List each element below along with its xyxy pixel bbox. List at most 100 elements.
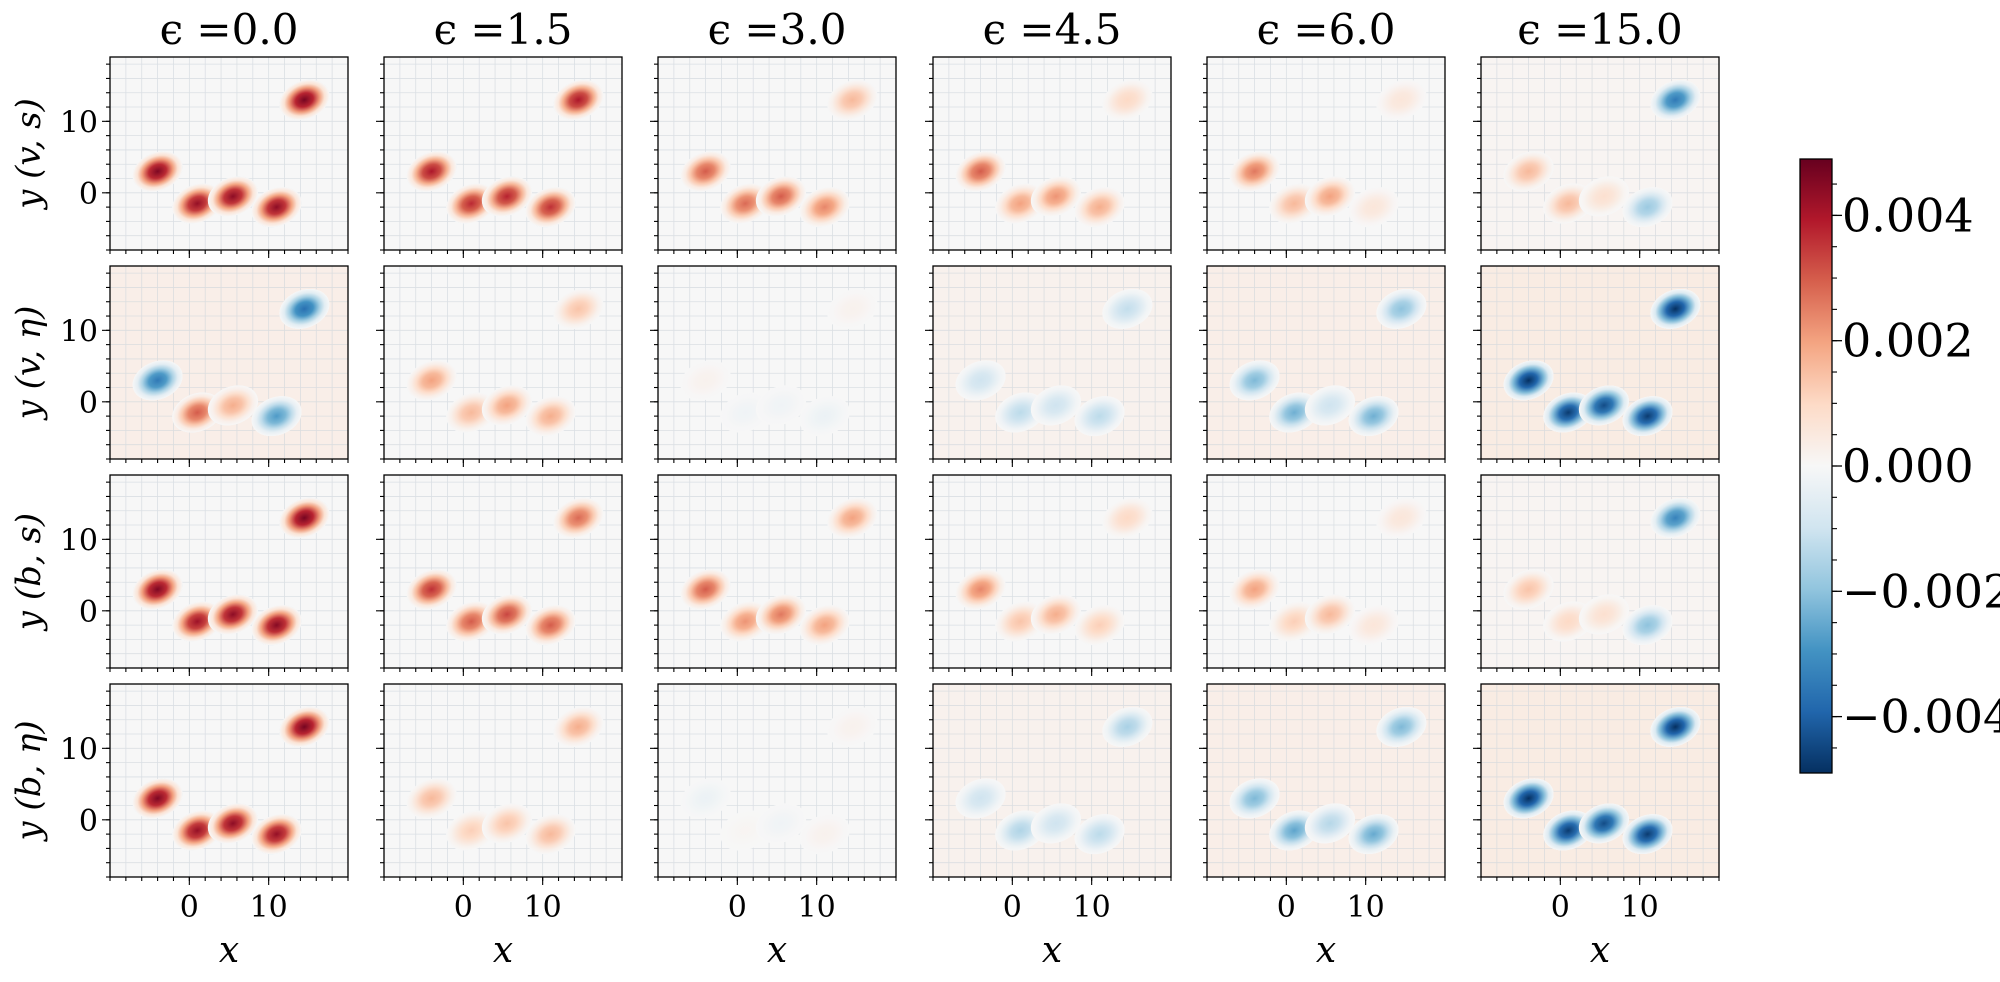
x-tick-label: 10 bbox=[798, 890, 836, 925]
blob-3 bbox=[1622, 186, 1673, 228]
panel-ticks bbox=[1473, 63, 1720, 258]
blob-0 bbox=[1229, 151, 1280, 192]
panel-ticks bbox=[1473, 690, 1720, 885]
colorbar-tick-label: −0.002 bbox=[1842, 564, 2000, 618]
colorbar-tick-label: 0.004 bbox=[1842, 188, 1974, 242]
heatmap-panel-r2-c2 bbox=[650, 474, 897, 676]
panel-frame bbox=[109, 683, 349, 878]
panel-ticks bbox=[1199, 481, 1446, 676]
blob-3 bbox=[525, 186, 576, 228]
blob-3 bbox=[1074, 186, 1125, 228]
panel-ticks bbox=[650, 481, 897, 676]
blob-2 bbox=[1578, 385, 1630, 426]
panel-ticks bbox=[102, 481, 349, 676]
blob-4 bbox=[1376, 706, 1427, 748]
panel-frame bbox=[1480, 56, 1720, 251]
panel-ticks bbox=[650, 272, 897, 467]
panel-ticks bbox=[1473, 481, 1720, 676]
panel-frame bbox=[1480, 265, 1720, 460]
blob-4 bbox=[1102, 706, 1153, 748]
blob-4 bbox=[827, 288, 878, 330]
blob-2 bbox=[1578, 176, 1630, 217]
panel-frame bbox=[1206, 56, 1446, 251]
blob-2 bbox=[207, 176, 259, 217]
panel-frame bbox=[1480, 474, 1720, 669]
blob-4 bbox=[553, 79, 604, 121]
panel-frame bbox=[1206, 474, 1446, 669]
blob-3 bbox=[1348, 813, 1399, 855]
blob-2 bbox=[1030, 385, 1082, 426]
heatmap-panel-r1-c1 bbox=[376, 265, 623, 467]
blob-2 bbox=[1578, 803, 1630, 844]
blob-3 bbox=[1074, 604, 1125, 646]
panel-frame bbox=[383, 474, 623, 669]
blob-2 bbox=[207, 803, 259, 844]
blob-3 bbox=[525, 395, 576, 437]
blob-3 bbox=[1348, 604, 1399, 646]
blob-2 bbox=[481, 594, 533, 635]
y-tick-label: 10 bbox=[60, 314, 98, 349]
blob-0 bbox=[132, 151, 183, 192]
x-axis-label-3: x bbox=[1042, 930, 1062, 971]
panel-ticks bbox=[376, 481, 623, 676]
blob-4 bbox=[553, 706, 604, 748]
panel-frame bbox=[932, 265, 1172, 460]
column-titles: ϵ =0.0 ϵ =1.5 ϵ =3.0 ϵ =4.5 ϵ =6.0 ϵ =15.0 bbox=[160, 5, 1683, 54]
blob-4 bbox=[1376, 497, 1427, 539]
blob-2 bbox=[1304, 803, 1356, 844]
heatmap-panel-r0-c2 bbox=[650, 56, 897, 258]
heatmap-panel-r0-c4 bbox=[1199, 56, 1446, 258]
heatmap-panel-r1-c2 bbox=[650, 265, 897, 467]
blob-2 bbox=[1030, 176, 1082, 217]
column-title-4: ϵ =6.0 bbox=[1257, 5, 1396, 54]
blob-2 bbox=[1304, 594, 1356, 635]
heatmap-panel-r0-c5 bbox=[1473, 56, 1720, 258]
blob-4 bbox=[1650, 288, 1701, 330]
blob-2 bbox=[755, 176, 807, 217]
panel-frame bbox=[383, 265, 623, 460]
panel-grid-lines bbox=[1207, 57, 1445, 250]
heatmap-panel-r0-c0: 0 10 bbox=[60, 56, 349, 258]
blob-0 bbox=[1229, 569, 1280, 610]
heatmap-panel-r0-c3 bbox=[925, 56, 1172, 258]
heatmap-panel-r1-c4 bbox=[1199, 265, 1446, 467]
blob-3 bbox=[1348, 395, 1399, 437]
panel-ticks bbox=[925, 63, 1172, 258]
blob-0 bbox=[1503, 778, 1554, 819]
blob-4 bbox=[1102, 497, 1153, 539]
row-label-3: y (b, η) bbox=[9, 720, 49, 842]
blob-0 bbox=[680, 151, 731, 192]
blob-2 bbox=[207, 594, 259, 635]
y-tick-label: 0 bbox=[79, 177, 98, 212]
blob-4 bbox=[1650, 706, 1701, 748]
blob-2 bbox=[481, 385, 533, 426]
panel-frame bbox=[932, 683, 1172, 878]
panel-frame bbox=[932, 56, 1172, 251]
panel-frame bbox=[657, 683, 897, 878]
blob-3 bbox=[1074, 395, 1125, 437]
panel-ticks bbox=[102, 63, 349, 258]
heatmap-panel-r2-c1 bbox=[376, 474, 623, 676]
heatmap-panel-r3-c0: 0 10 0 10 bbox=[60, 683, 349, 925]
x-axis-label-2: x bbox=[767, 930, 787, 971]
x-tick-label: 10 bbox=[1073, 890, 1111, 925]
blob-3 bbox=[525, 604, 576, 646]
blob-0 bbox=[955, 360, 1006, 401]
heatmap-panel-r3-c2: 0 10 bbox=[650, 683, 897, 925]
blob-0 bbox=[406, 360, 457, 401]
blob-2 bbox=[481, 803, 533, 844]
colorbar: 0.004 0.002 0.000 −0.002 −0.004 bbox=[1799, 158, 2000, 774]
blob-0 bbox=[1503, 151, 1554, 192]
row-label-2: y (b, s) bbox=[9, 513, 49, 632]
column-title-1: ϵ =1.5 bbox=[434, 5, 573, 54]
blob-0 bbox=[1503, 569, 1554, 610]
panel-ticks bbox=[1199, 272, 1446, 467]
blob-0 bbox=[1503, 360, 1554, 401]
panel-frame bbox=[657, 474, 897, 669]
blob-3 bbox=[1622, 813, 1673, 855]
blob-4 bbox=[827, 79, 878, 121]
panel-frame bbox=[383, 683, 623, 878]
blob-0 bbox=[132, 360, 183, 401]
